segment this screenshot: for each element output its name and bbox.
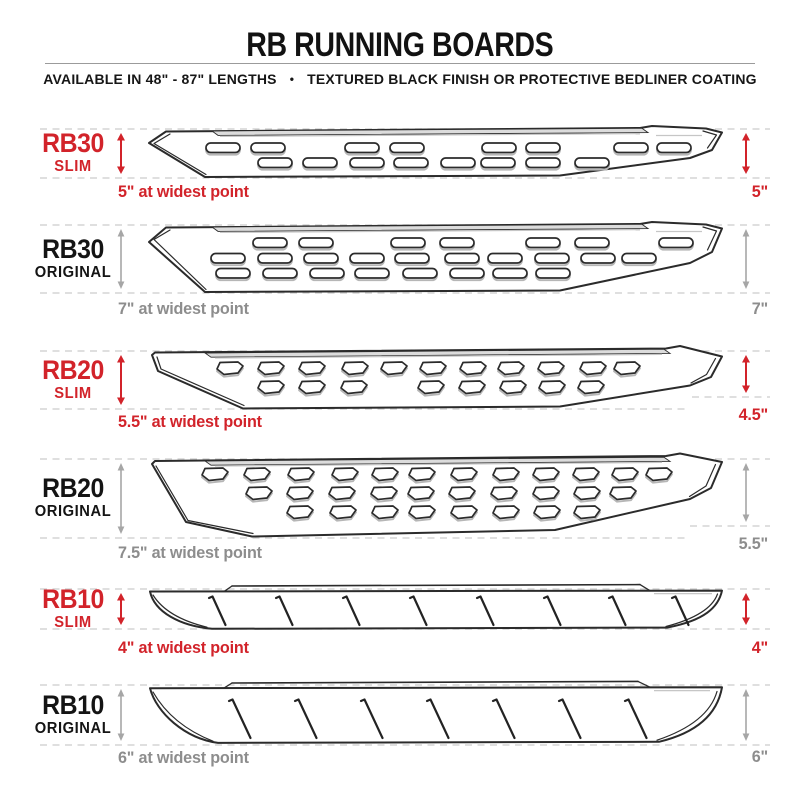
end-width-label: 5.5" (738, 534, 769, 553)
model-label: RB10 ORIGINAL (3, 690, 143, 738)
rb20-slim-diagram (40, 345, 770, 410)
bullet-separator: • (289, 72, 295, 86)
end-width-label: 5" (751, 182, 768, 201)
model-name: RB30 (42, 128, 104, 158)
model-variant: SLIM (54, 157, 92, 175)
board-row-rb20-original: RB20 ORIGINAL 7.5" at widest point 5.5" (0, 447, 800, 561)
model-name: RB20 (42, 355, 104, 385)
subtitle-lengths: AVAILABLE IN 48" - 87" LENGTHS (43, 71, 277, 87)
model-variant: ORIGINAL (34, 263, 112, 281)
board-row-rb30-original: RB30 ORIGINAL 7" at widest point 7" (0, 213, 800, 317)
page-title: RB RUNNING BOARDS (246, 26, 554, 64)
model-name: RB30 (42, 234, 104, 264)
model-name: RB10 (42, 584, 104, 614)
header-divider (45, 63, 755, 64)
rb20-original-diagram (40, 452, 770, 539)
widest-point-label: 7.5" at widest point (118, 543, 262, 562)
widest-point-label: 5" at widest point (118, 182, 249, 201)
end-width-label: 6" (751, 747, 768, 766)
board-row-rb20-slim: RB20 SLIM 5.5" at widest point 4.5" (0, 339, 800, 433)
rb30-slim-diagram (40, 125, 770, 179)
board-row-rb10-slim: RB10 SLIM 4" at widest point 4" (0, 577, 800, 657)
end-width-label: 4" (751, 638, 768, 657)
end-width-label: 7" (751, 299, 768, 318)
model-label: RB20 SLIM (3, 355, 143, 403)
model-label: RB30 SLIM (3, 128, 143, 176)
widest-point-label: 7" at widest point (118, 299, 249, 318)
model-label: RB20 ORIGINAL (3, 473, 143, 521)
board-row-rb30-slim: RB30 SLIM 5" at widest point 5" (0, 117, 800, 205)
page-subtitle: AVAILABLE IN 48" - 87" LENGTHS • TEXTURED … (0, 71, 800, 87)
rb10-original-diagram (40, 680, 770, 746)
board-row-rb10-original: RB10 ORIGINAL 6" at widest point 6" (0, 673, 800, 770)
widest-point-label: 5.5" at widest point (118, 412, 262, 431)
subtitle-finish: TEXTURED BLACK FINISH OR PROTECTIVE BEDL… (307, 71, 757, 87)
model-label: RB30 ORIGINAL (3, 234, 143, 282)
end-width-label: 4.5" (738, 405, 769, 424)
model-variant: ORIGINAL (34, 719, 112, 737)
rb30-original-diagram (40, 221, 770, 294)
model-variant: SLIM (54, 384, 92, 402)
rb10-slim-diagram (40, 583, 770, 630)
model-variant: SLIM (54, 613, 92, 631)
widest-point-label: 6" at widest point (118, 748, 249, 767)
model-label: RB10 SLIM (3, 584, 143, 632)
model-variant: ORIGINAL (34, 502, 112, 520)
widest-point-label: 4" at widest point (118, 638, 249, 657)
model-name: RB20 (42, 473, 104, 503)
model-name: RB10 (42, 690, 104, 720)
